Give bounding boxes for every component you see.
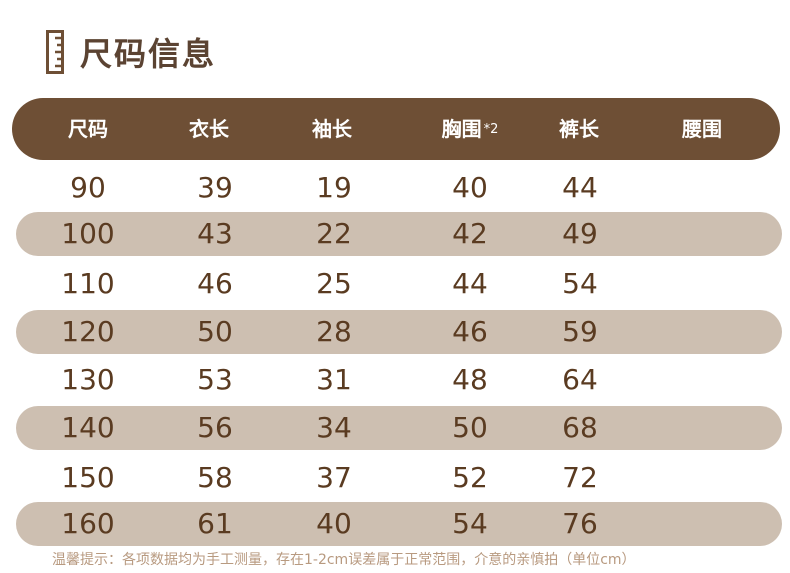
cell-pants-length: 49 [562, 217, 598, 250]
cell-length: 58 [197, 461, 233, 494]
cell-size: 140 [61, 411, 115, 444]
cell-length: 46 [197, 267, 233, 300]
column-header-chest: 胸围 *2 [441, 117, 499, 141]
cell-pants-length: 44 [562, 171, 598, 204]
footer-note: 温馨提示：各项数据均为手工测量，存在1-2cm误差属于正常范围，介意的亲慎拍（单… [52, 552, 636, 568]
cell-sleeve: 28 [316, 315, 352, 348]
cell-pants-length: 64 [562, 363, 598, 396]
column-header-waist: 腰围 [682, 117, 722, 141]
cell-chest: 48 [452, 363, 488, 396]
cell-pants-length: 54 [562, 267, 598, 300]
cell-sleeve: 19 [316, 171, 352, 204]
cell-length: 61 [197, 507, 233, 540]
ruler-icon [46, 30, 64, 74]
cell-sleeve: 37 [316, 461, 352, 494]
table-row: 160 61 40 54 76 [16, 502, 782, 546]
cell-length: 56 [197, 411, 233, 444]
cell-sleeve: 31 [316, 363, 352, 396]
cell-size: 160 [61, 507, 115, 540]
column-header-size: 尺码 [68, 117, 108, 141]
column-header-length: 衣长 [189, 117, 229, 141]
cell-size: 130 [61, 363, 115, 396]
column-header-sleeve: 袖长 [312, 117, 352, 141]
cell-sleeve: 40 [316, 507, 352, 540]
column-header-pants-length: 裤长 [559, 117, 599, 141]
cell-pants-length: 59 [562, 315, 598, 348]
table-row: 130 53 31 48 64 [16, 358, 782, 402]
cell-size: 120 [61, 315, 115, 348]
page-title: 尺码信息 [80, 35, 217, 73]
table-row: 100 43 22 42 49 [16, 212, 782, 256]
cell-sleeve: 22 [316, 217, 352, 250]
cell-chest: 50 [452, 411, 488, 444]
cell-chest: 42 [452, 217, 488, 250]
cell-length: 39 [197, 171, 233, 204]
cell-pants-length: 76 [562, 507, 598, 540]
cell-size: 100 [61, 217, 115, 250]
chest-multiplier: *2 [483, 122, 499, 137]
table-row: 110 46 25 44 54 [16, 262, 782, 306]
cell-size: 150 [61, 461, 115, 494]
cell-pants-length: 68 [562, 411, 598, 444]
cell-chest: 44 [452, 267, 488, 300]
page-header: 尺码信息 [46, 28, 216, 76]
table-row: 150 58 37 52 72 [16, 456, 782, 500]
cell-length: 50 [197, 315, 233, 348]
cell-chest: 52 [452, 461, 488, 494]
cell-chest: 46 [452, 315, 488, 348]
table-row: 90 39 19 40 44 [16, 166, 782, 210]
cell-length: 43 [197, 217, 233, 250]
cell-length: 53 [197, 363, 233, 396]
cell-sleeve: 25 [316, 267, 352, 300]
cell-size: 110 [61, 267, 115, 300]
cell-pants-length: 72 [562, 461, 598, 494]
table-header: 尺码 衣长 袖长 胸围 *2 裤长 腰围 [12, 98, 780, 160]
cell-chest: 54 [452, 507, 488, 540]
cell-sleeve: 34 [316, 411, 352, 444]
cell-chest: 40 [452, 171, 488, 204]
table-row: 120 50 28 46 59 [16, 310, 782, 354]
table-row: 140 56 34 50 68 [16, 406, 782, 450]
cell-size: 90 [70, 171, 106, 204]
